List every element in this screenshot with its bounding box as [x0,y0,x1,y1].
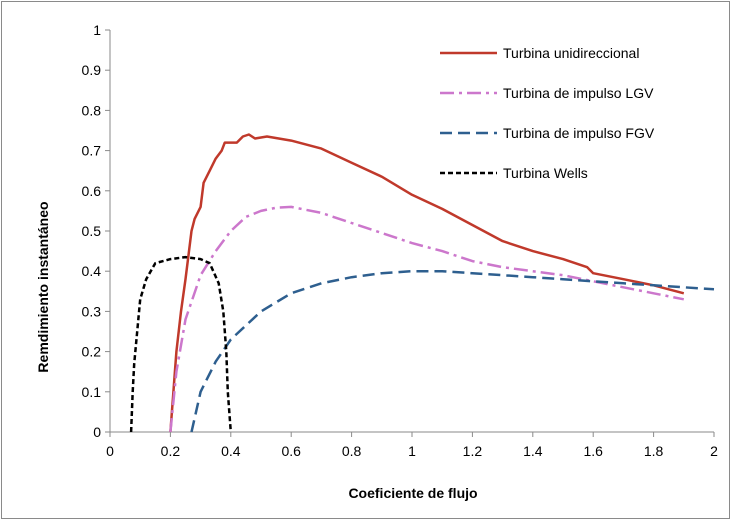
legend-label-4: Turbina Wells [503,165,588,181]
legend: Turbina unidireccional Turbina de impulso… [440,45,655,181]
y-tick-label: 0.5 [82,223,102,239]
x-tick-label: 0 [106,443,114,459]
y-tick-label: 0 [93,424,101,440]
y-tick-label: 1 [93,22,101,38]
tick-labels: 0 0.1 0.2 0.3 0.4 0.5 0.6 0.7 0.8 0.9 1 0 0.2 0.4 0.6 0… [82,22,719,459]
series-line-4 [129,255,233,433]
x-tick-label: 1.6 [583,443,603,459]
legend-label-3: Turbina de impulso FGV [503,125,655,141]
x-tick-label: 0.8 [342,443,362,459]
axes [105,29,715,437]
x-tick-label: 1.4 [523,443,543,459]
x-axis-title: Coeficiente de flujo [348,485,477,501]
x-tick-label: 1.8 [644,443,664,459]
y-tick-label: 0.2 [82,344,102,360]
y-tick-label: 0.8 [82,102,102,118]
series-line-2 [169,205,685,433]
x-tick-label: 0.6 [281,443,301,459]
y-tick-label: 0.6 [82,183,102,199]
series-line-1 [169,133,685,433]
legend-label-1: Turbina unidireccional [503,45,639,61]
x-tick-label: 2 [710,443,718,459]
y-tick-label: 0.1 [82,384,102,400]
x-tick-label: 1.2 [463,443,483,459]
y-axis-title: Remdimiento instantáneo [35,201,51,372]
series-line-3 [190,269,715,433]
y-tick-label: 0.9 [82,62,102,78]
x-tick-label: 1 [408,443,416,459]
legend-label-2: Turbina de impulso LGV [503,85,654,101]
y-tick-label: 0.7 [82,143,102,159]
series-lines [129,133,715,433]
x-tick-label: 0.2 [161,443,181,459]
x-tick-label: 0.4 [221,443,241,459]
y-tick-label: 0.4 [82,263,102,279]
y-tick-label: 0.3 [82,303,102,319]
